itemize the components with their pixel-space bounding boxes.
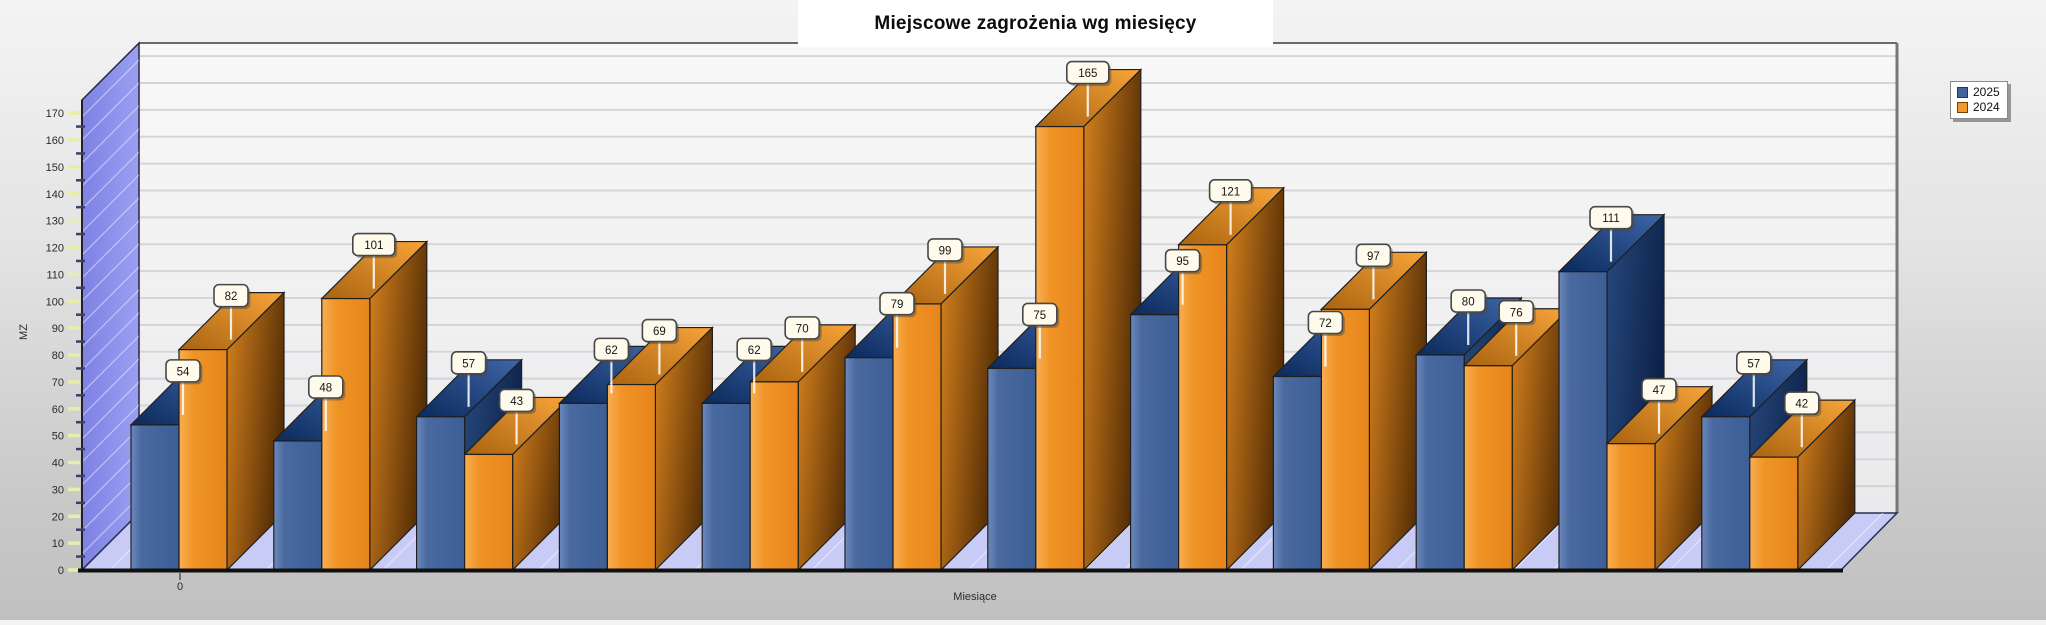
svg-text:Miesiące: Miesiące — [953, 591, 996, 603]
svg-text:110: 110 — [46, 269, 64, 281]
svg-text:43: 43 — [510, 396, 523, 408]
legend-item-2024[interactable]: 2024 — [1957, 101, 2000, 114]
svg-text:40: 40 — [52, 458, 64, 470]
svg-text:0: 0 — [177, 581, 183, 593]
svg-text:95: 95 — [1176, 256, 1189, 268]
svg-text:62: 62 — [605, 345, 618, 357]
svg-text:75: 75 — [1033, 310, 1046, 322]
legend-label-2025: 2025 — [1973, 85, 2000, 99]
svg-text:48: 48 — [319, 383, 332, 395]
chart-title-box: Miejscowe zagrożenia wg miesięcy — [798, 0, 1273, 47]
svg-text:70: 70 — [796, 323, 809, 335]
svg-text:20: 20 — [52, 511, 64, 523]
svg-text:80: 80 — [52, 350, 64, 362]
svg-text:140: 140 — [46, 189, 64, 201]
chart-title: Miejscowe zagrożenia wg miesięcy — [874, 12, 1197, 34]
svg-text:57: 57 — [1747, 358, 1760, 370]
svg-text:0: 0 — [58, 565, 64, 577]
svg-text:111: 111 — [1602, 213, 1619, 225]
svg-text:47: 47 — [1653, 385, 1666, 397]
svg-text:79: 79 — [891, 299, 904, 311]
legend-swatch-2025 — [1957, 87, 1968, 98]
svg-text:82: 82 — [225, 291, 238, 303]
svg-text:76: 76 — [1510, 307, 1523, 319]
legend-label-2024: 2024 — [1973, 100, 2000, 114]
svg-text:MZ: MZ — [18, 324, 30, 340]
svg-text:80: 80 — [1462, 297, 1475, 309]
svg-text:130: 130 — [46, 216, 64, 228]
svg-text:42: 42 — [1795, 399, 1808, 411]
svg-text:99: 99 — [939, 245, 952, 257]
svg-text:120: 120 — [46, 243, 64, 255]
svg-text:60: 60 — [52, 404, 64, 416]
legend: 2025 2024 — [1950, 81, 2008, 119]
svg-text:10: 10 — [52, 538, 64, 550]
legend-item-2025[interactable]: 2025 — [1957, 86, 2000, 99]
svg-text:50: 50 — [52, 431, 64, 443]
svg-text:62: 62 — [748, 345, 761, 357]
svg-text:160: 160 — [46, 135, 64, 147]
svg-text:121: 121 — [1221, 186, 1240, 198]
svg-text:100: 100 — [46, 296, 64, 308]
svg-text:170: 170 — [46, 108, 64, 120]
svg-text:57: 57 — [462, 358, 475, 370]
svg-text:101: 101 — [364, 240, 383, 252]
svg-text:150: 150 — [46, 162, 64, 174]
svg-text:90: 90 — [52, 323, 64, 335]
legend-swatch-2024 — [1957, 102, 1968, 113]
svg-text:97: 97 — [1367, 251, 1380, 263]
svg-text:70: 70 — [52, 377, 64, 389]
svg-text:30: 30 — [52, 484, 64, 496]
svg-text:72: 72 — [1319, 318, 1332, 330]
svg-text:54: 54 — [177, 366, 190, 378]
svg-text:69: 69 — [653, 326, 666, 338]
svg-text:165: 165 — [1078, 68, 1097, 80]
